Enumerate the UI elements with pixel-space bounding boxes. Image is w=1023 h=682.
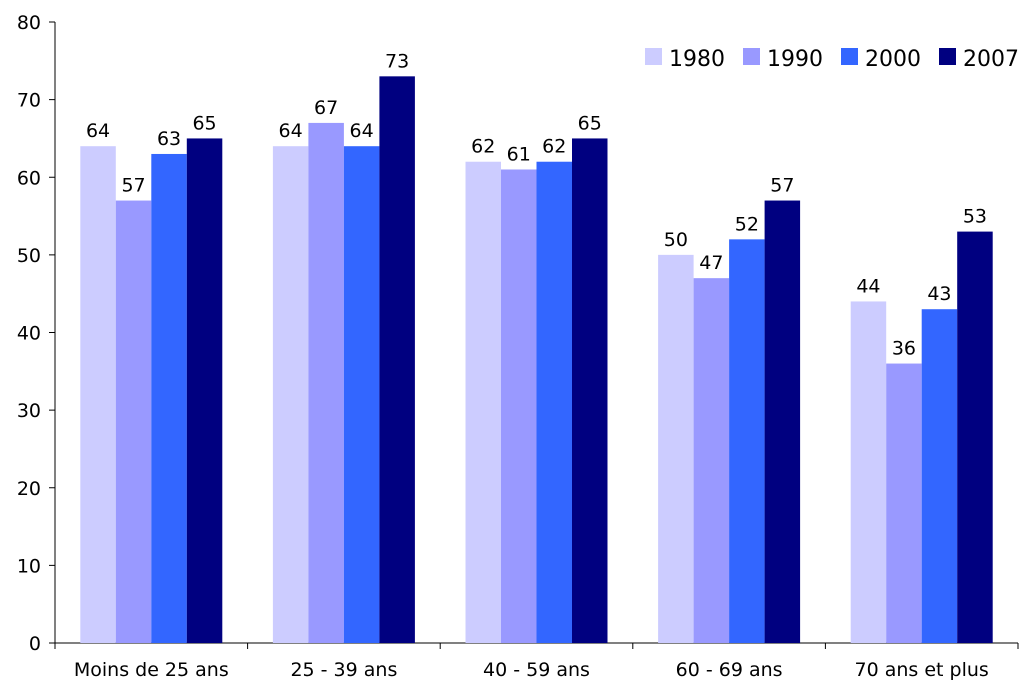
data-label: 65 (192, 112, 216, 134)
y-tick-label: 30 (17, 400, 41, 422)
legend: 1980 1990 2000 2007 (645, 47, 1019, 72)
data-label: 64 (86, 120, 110, 142)
bar-1990 (308, 122, 344, 644)
bar-2000 (536, 161, 572, 643)
data-label: 36 (892, 338, 916, 360)
data-label: 65 (578, 112, 602, 134)
legend-label: 1990 (767, 47, 823, 72)
data-labels: 64 64 62 50 44 57 67 61 47 36 63 64 62 52 43 65 73 65 57 53 (86, 50, 987, 359)
bar-2007 (186, 138, 223, 643)
data-label: 44 (856, 275, 880, 297)
bar-1980 (658, 254, 694, 643)
bar-1990 (115, 200, 152, 643)
x-axis: Moins de 25 ans 25 - 39 ans 40 - 59 ans 60 … (54, 642, 1019, 681)
data-label: 47 (699, 252, 723, 274)
x-category-label: Moins de 25 ans (74, 659, 229, 681)
y-tick-label: 80 (17, 12, 41, 34)
data-label: 61 (507, 143, 531, 165)
legend-label: 2007 (963, 47, 1019, 72)
bar-1980 (465, 161, 501, 643)
bar-2000 (729, 239, 765, 643)
data-label: 53 (963, 206, 987, 228)
legend-label: 1980 (669, 47, 725, 72)
bar-1980 (850, 301, 887, 643)
x-category-label: 60 - 69 ans (676, 659, 783, 681)
y-tick-label: 10 (17, 555, 41, 577)
legend-swatch-2000 (841, 48, 858, 65)
data-label: 50 (664, 229, 688, 251)
y-axis: 0 10 20 30 40 50 60 70 80 (17, 12, 56, 655)
legend-swatch-2007 (939, 48, 956, 65)
y-tick-label: 20 (17, 478, 41, 500)
legend-swatch-1980 (645, 48, 662, 65)
y-tick-label: 70 (17, 90, 41, 112)
bar-1990 (886, 363, 922, 643)
bar-1980 (272, 146, 309, 643)
bar-1990 (693, 278, 730, 643)
bar-2007 (764, 200, 801, 643)
x-category-label: 25 - 39 ans (290, 659, 397, 681)
bar-2007 (957, 231, 993, 643)
legend-swatch-1990 (743, 48, 760, 65)
x-category-label: 70 ans et plus (855, 659, 989, 681)
bar-2000 (343, 146, 380, 643)
data-label: 64 (279, 120, 303, 142)
data-label: 62 (471, 136, 495, 158)
y-tick-label: 0 (29, 633, 41, 655)
data-label: 73 (385, 50, 409, 72)
bar-2000 (921, 309, 958, 643)
data-label: 43 (927, 283, 951, 305)
data-label: 57 (770, 175, 794, 197)
data-label: 64 (350, 120, 374, 142)
bar-1980 (80, 146, 116, 643)
y-tick-label: 40 (17, 323, 41, 345)
data-label: 57 (121, 175, 145, 197)
bar-2007 (379, 76, 415, 643)
data-label: 67 (314, 97, 338, 119)
data-label: 63 (157, 128, 181, 150)
y-tick-label: 50 (17, 245, 41, 267)
bar-2000 (151, 153, 187, 643)
bars (80, 76, 993, 644)
bar-1990 (501, 169, 537, 644)
data-label: 52 (735, 213, 759, 235)
data-label: 62 (542, 136, 566, 158)
y-tick-label: 60 (17, 167, 41, 189)
legend-label: 2000 (865, 47, 921, 72)
bar-2007 (572, 138, 608, 643)
x-category-label: 40 - 59 ans (483, 659, 590, 681)
